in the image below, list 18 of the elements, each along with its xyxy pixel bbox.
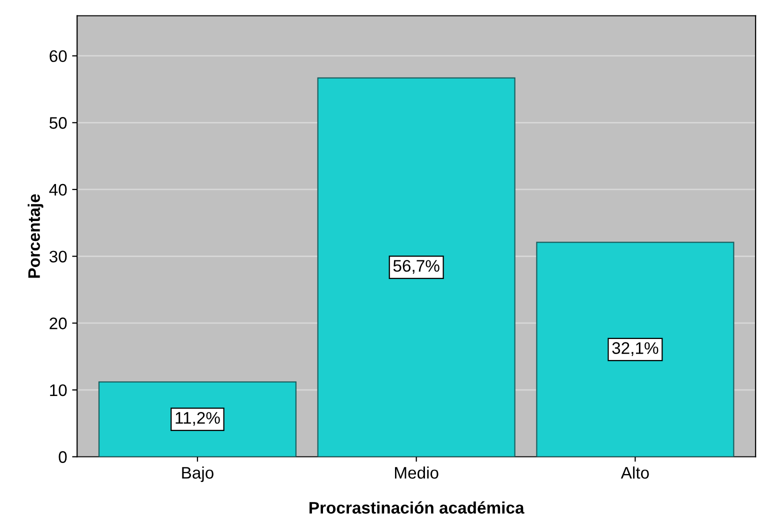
- x-axis-title: Procrastinación académica: [310, 501, 524, 514]
- y-tick-label: 30: [49, 250, 67, 262]
- bar: [536, 242, 734, 457]
- x-tick-label: Medio: [395, 466, 438, 479]
- y-axis-title: Porcentaje: [28, 194, 44, 278]
- data-label: 32,1%: [612, 342, 658, 356]
- y-tick-label: 10: [50, 384, 67, 396]
- y-tick-label: 0: [58, 451, 67, 463]
- x-tick-label: Bajo: [182, 466, 214, 482]
- y-tick-label: 40: [49, 184, 67, 196]
- data-label: 11,2%: [176, 412, 220, 426]
- y-tick-label: 50: [50, 117, 67, 129]
- bar: [317, 77, 516, 457]
- y-tick-label: 20: [50, 318, 67, 330]
- bar: [98, 381, 297, 457]
- y-tick-label: 60: [50, 50, 67, 62]
- x-tick-label: Alto: [620, 466, 649, 479]
- data-label: 56,7%: [393, 260, 440, 274]
